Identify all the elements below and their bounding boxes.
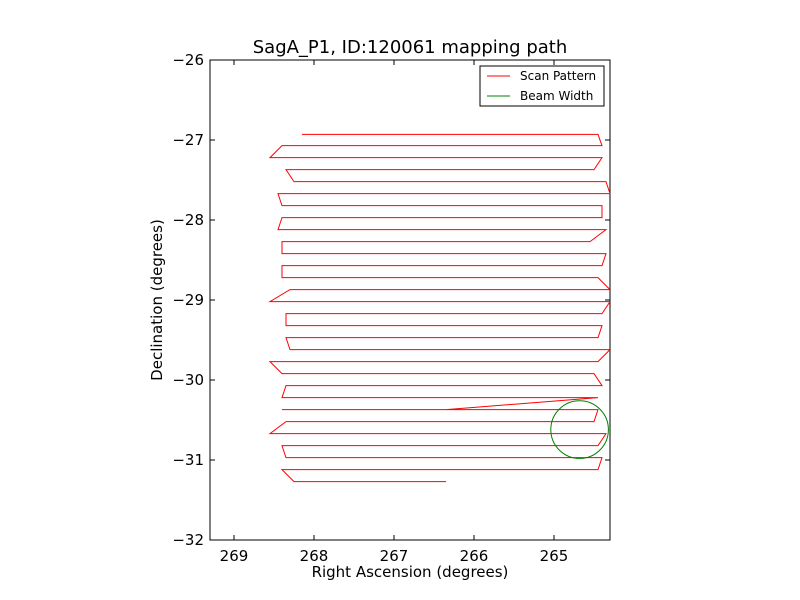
y-axis-label: Declination (degrees) (148, 219, 166, 381)
y-tick-label: −26 (172, 51, 204, 69)
y-tick-label: −27 (172, 131, 204, 149)
x-tick-label: 267 (380, 547, 409, 565)
series-layer (268, 133, 612, 483)
scan-pattern-line (268, 133, 612, 483)
y-tick-label: −32 (172, 531, 204, 549)
x-tick-label: 266 (460, 547, 489, 565)
y-tick-label: −28 (172, 211, 204, 229)
chart-title: SagA_P1, ID:120061 mapping path (253, 37, 568, 58)
y-tick-label: −29 (172, 291, 204, 309)
legend-frame (479, 65, 605, 107)
ticks-layer: 269 268 267 266 265 −26 −27 −28 −29 −30 −31 −32 (172, 51, 610, 565)
y-tick-label: −31 (172, 451, 204, 469)
legend: Scan Pattern Beam Width (479, 65, 605, 107)
legend-scan-pattern-label: Scan Pattern (520, 69, 596, 83)
x-tick-label: 268 (300, 547, 329, 565)
x-tick-label: 269 (220, 547, 249, 565)
x-axis-label: Right Ascension (degrees) (312, 563, 509, 581)
beam-width-circle (550, 400, 609, 459)
y-tick-label: −30 (172, 371, 204, 389)
legend-beam-width-label: Beam Width (520, 89, 593, 103)
x-tick-label: 265 (540, 547, 569, 565)
